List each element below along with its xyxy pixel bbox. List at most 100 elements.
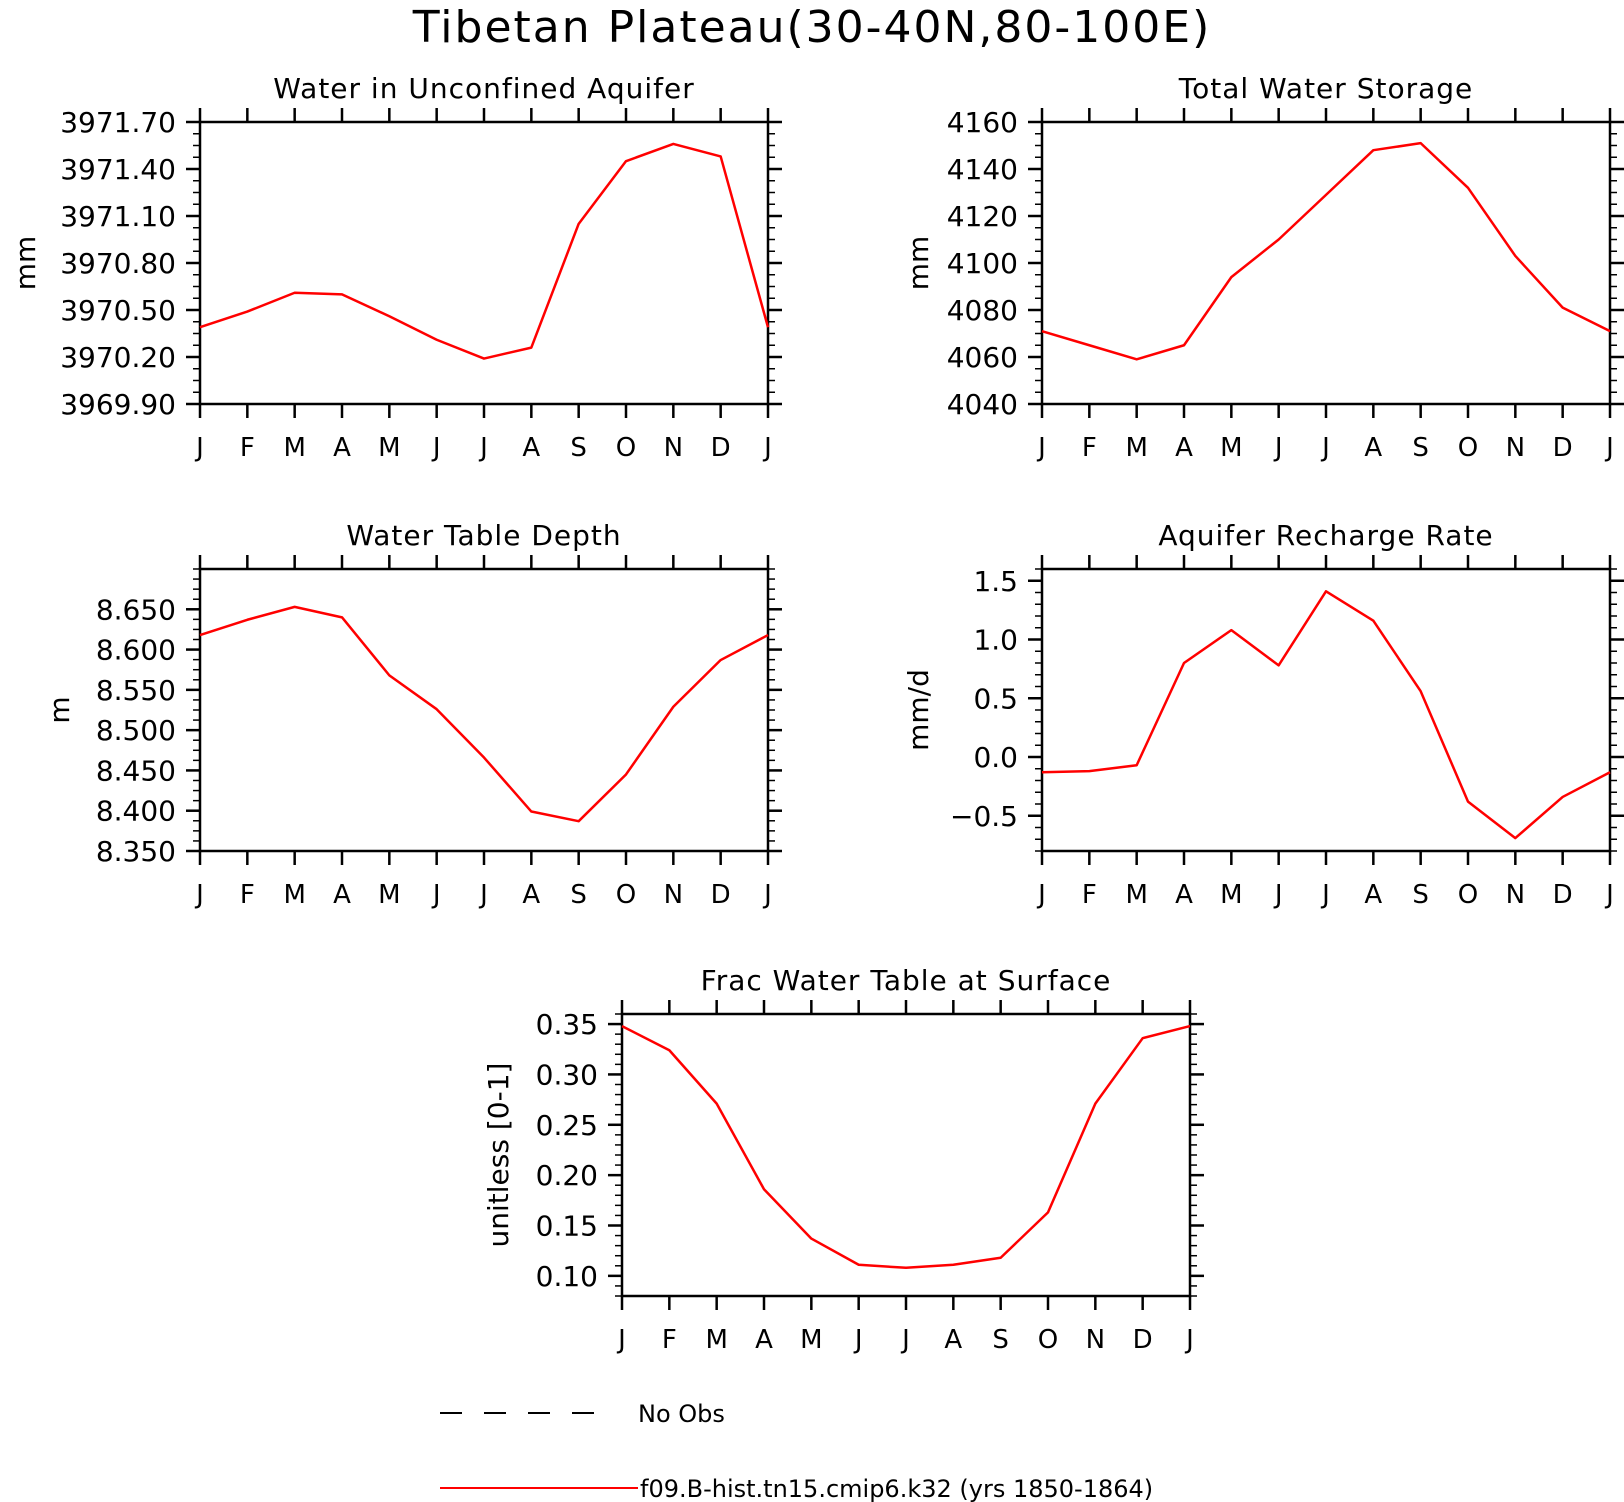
x-tick-label: M [705,1325,727,1355]
x-tick-label: S [1412,880,1429,910]
y-axis-label: mm [9,236,42,291]
x-tick-label: M [378,880,400,910]
y-tick-label: 4100 [947,247,1018,280]
x-tick-label: O [616,433,636,463]
y-tick-label: 0.20 [536,1159,598,1192]
y-tick-label: 8.450 [96,754,176,787]
legend-label-no-obs: No Obs [638,1400,725,1428]
x-tick-label: M [800,1325,822,1355]
x-tick-label: A [333,433,351,463]
series-line [1041,141,1611,361]
y-tick-label: 3970.80 [60,247,176,280]
legend-label-model: f09.B-hist.tn15.cmip6.k32 (yrs 1850-1864… [640,1475,1153,1502]
y-tick-label: 4160 [947,106,1018,139]
y-tick-label: 0.0 [973,741,1018,774]
y-tick-label: 4060 [947,341,1018,374]
x-tick-label: J [194,880,204,910]
x-tick-label: D [1553,880,1573,910]
y-tick-label: 1.0 [973,624,1018,657]
y-tick-label: 8.400 [96,795,176,828]
panel-title: Water in Unconfined Aquifer [273,72,694,105]
x-tick-label: J [1320,880,1330,910]
x-tick-label: M [1220,433,1242,463]
y-tick-label: 0.15 [536,1210,598,1243]
x-tick-label: M [1125,880,1147,910]
x-tick-label: S [992,1325,1009,1355]
y-tick-label: 8.550 [96,674,176,707]
chart-panel-5: J F M A M J J A S O N D J0.100.150.200.250.300.35Fra… [482,964,1204,1355]
y-tick-label: 3971.40 [60,153,176,186]
y-tick-label: 4040 [947,388,1018,421]
x-tick-label: F [1082,433,1097,463]
x-tick-label: N [1506,433,1525,463]
y-tick-label: 1.5 [973,565,1018,598]
chart-panel-3: J F M A M J J A S O N D J8.3508.4008.4508.5008.5508.… [43,519,782,910]
y-tick-label: 0.35 [536,1008,598,1041]
panel-title: Water Table Depth [346,519,621,552]
x-tick-label: D [711,433,731,463]
y-tick-label: 8.500 [96,714,176,747]
y-tick-label: 0.5 [973,682,1018,715]
x-tick-label: J [478,880,488,910]
x-tick-label: A [1364,880,1382,910]
y-tick-label: 4120 [947,200,1018,233]
x-tick-label: J [431,433,441,463]
y-axis-label: mm/d [902,669,935,751]
x-tick-label: M [1125,433,1147,463]
x-tick-label: A [1175,880,1193,910]
x-tick-label: F [240,880,255,910]
x-tick-label: S [570,433,587,463]
y-tick-label: 8.600 [96,634,176,667]
x-tick-label: M [1220,880,1242,910]
y-tick-label: 4140 [947,153,1018,186]
x-tick-label: J [431,880,441,910]
plot-frame [1040,120,1612,406]
x-tick-label: J [762,433,772,463]
x-tick-label: A [1175,433,1193,463]
panel-title: Total Water Storage [1178,72,1474,105]
x-tick-label: M [283,880,305,910]
x-tick-label: O [1458,433,1478,463]
x-tick-label: D [1133,1325,1153,1355]
x-tick-label: J [1184,1325,1194,1355]
series-line [199,142,770,360]
panel-title: Aquifer Recharge Rate [1158,519,1493,552]
panel-title: Frac Water Table at Surface [701,964,1112,997]
y-tick-label: 0.25 [536,1109,598,1142]
x-tick-label: J [478,433,488,463]
y-tick-label: 3971.70 [60,106,176,139]
x-tick-label: J [853,1325,863,1355]
plot-frame [1040,567,1612,853]
x-tick-label: F [662,1325,677,1355]
y-tick-label: 3970.50 [60,294,176,327]
x-tick-label: D [711,880,731,910]
series-line [1041,590,1611,840]
x-tick-label: A [755,1325,773,1355]
figure-title: Tibetan Plateau(30-40N,80-100E) [412,2,1212,53]
y-tick-label: 3971.10 [60,200,176,233]
x-tick-label: J [762,880,772,910]
plot-frame [620,1012,1192,1298]
x-tick-label: N [664,433,683,463]
y-tick-label: 4080 [947,294,1018,327]
x-tick-label: N [664,880,683,910]
x-tick-label: J [1036,880,1046,910]
x-tick-label: O [1458,880,1478,910]
x-tick-label: J [1604,433,1614,463]
series-line [199,605,769,823]
x-tick-label: N [1086,1325,1105,1355]
x-tick-label: A [333,880,351,910]
x-tick-label: J [1273,433,1283,463]
x-tick-label: J [194,433,204,463]
chart-panel-1: J F M A M J J A S O N D J3969.903970.203970.503970.8… [9,72,782,463]
y-tick-label: 8.350 [96,835,176,868]
y-axis-label: m [43,696,76,723]
x-tick-label: M [378,433,400,463]
x-tick-label: D [1553,433,1573,463]
y-axis-label: unitless [0-1] [482,1063,515,1248]
x-tick-label: O [1038,1325,1058,1355]
x-tick-label: J [1036,433,1046,463]
chart-panel-2: J F M A M J J A S O N D J404040604080410041204140416… [902,72,1624,463]
